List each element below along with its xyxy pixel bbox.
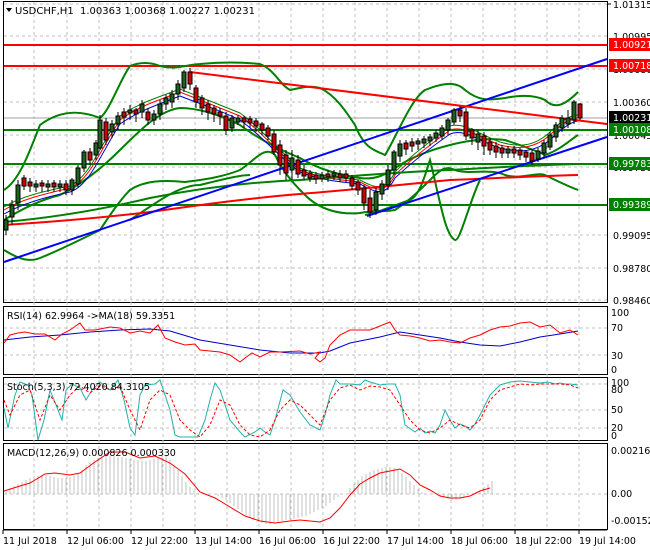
svg-text:100: 100	[611, 308, 629, 319]
time-label: 12 Jul 06:00	[67, 536, 124, 547]
price-tick: 1.00360	[613, 98, 650, 109]
svg-text:30: 30	[611, 351, 623, 362]
macd-histogram	[5, 455, 493, 524]
svg-text:20: 20	[611, 423, 623, 434]
svg-text:0: 0	[611, 365, 617, 376]
chart-header: USDCHF,H1 1.00363 1.00368 1.00227 1.0023…	[6, 6, 255, 17]
svg-text:0: 0	[611, 431, 617, 442]
time-label: 12 Jul 22:00	[131, 536, 188, 547]
price-tag-resistance-1: 1.00921	[613, 40, 650, 51]
macd-signal-line	[3, 451, 491, 524]
trendlines[interactable]	[3, 58, 608, 263]
time-label: 16 Jul 06:00	[259, 536, 316, 547]
time-label: 13 Jul 14:00	[195, 536, 252, 547]
long-term-ma-green	[3, 163, 579, 223]
price-tick: 0.98780	[613, 264, 650, 275]
price-tag-support-1: 1.00108	[613, 125, 650, 136]
resistance-levels[interactable]	[4, 44, 607, 67]
symbol-title: USDCHF,H1	[15, 6, 74, 17]
price-tick: 0.98460	[613, 296, 650, 307]
price-tag-current: 1.00231	[613, 113, 650, 124]
stoch-title: Stoch(5,3,3) 72.4020 84.3105	[7, 382, 150, 393]
ohlc-values: 1.00363 1.00368 1.00227 1.00231	[80, 6, 255, 17]
price-tick: 0.99095	[613, 231, 650, 242]
price-tag-support-3: 0.99389	[613, 200, 650, 211]
price-tag-resistance-2: 1.00718	[613, 61, 650, 72]
time-label: 11 Jul 2018	[3, 536, 57, 547]
rsi-lines	[3, 321, 579, 363]
svg-text:70: 70	[611, 323, 623, 334]
rsi-title: RSI(14) 62.9964 ->MA(18) 59.3351	[7, 311, 175, 322]
macd-axis: 0.002162 0.00 -0.001527	[611, 446, 650, 527]
time-label: 18 Jul 06:00	[451, 536, 508, 547]
price-tick: 1.00045	[613, 131, 650, 142]
price-tick: 1.00995	[613, 32, 650, 43]
bollinger-bands	[3, 61, 579, 261]
svg-text:100: 100	[611, 378, 629, 389]
long-term-ma	[3, 174, 579, 226]
svg-text:0.002162: 0.002162	[611, 446, 650, 457]
svg-text:80: 80	[611, 385, 623, 396]
time-label: 19 Jul 14:00	[579, 536, 636, 547]
triangle-down-icon[interactable]	[6, 8, 12, 12]
stoch-lines	[3, 378, 579, 441]
svg-text:50: 50	[611, 405, 623, 416]
stoch-axis: 100 80 50 20 0	[611, 378, 629, 442]
svg-text:-0.001527: -0.001527	[611, 516, 650, 527]
price-tick: 1.01315	[613, 0, 650, 11]
rsi-panel[interactable]	[3, 306, 608, 375]
time-label: 16 Jul 22:00	[323, 536, 380, 547]
macd-title: MACD(12,26,9) 0.000826 0.000330	[7, 448, 176, 459]
time-axis[interactable]: 11 Jul 2018 12 Jul 06:00 12 Jul 22:00 13…	[2, 529, 636, 547]
svg-text:0.00: 0.00	[611, 489, 632, 500]
rsi-axis: 100 70 30 0	[611, 308, 629, 376]
candlesticks	[3, 68, 583, 235]
time-label: 17 Jul 14:00	[387, 536, 444, 547]
time-label: 18 Jul 22:00	[515, 536, 572, 547]
price-axis[interactable]: 1.01315 1.00995 1.00680 1.00360 1.00045 …	[607, 0, 650, 307]
price-tag-support-2: 0.99783	[613, 159, 650, 170]
